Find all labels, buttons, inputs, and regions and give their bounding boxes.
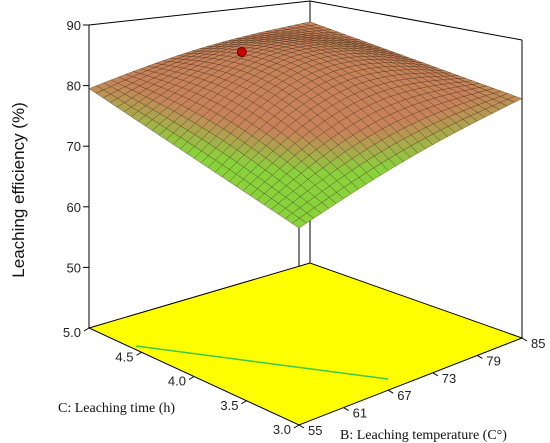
y-tick-label: 4.5: [115, 349, 133, 364]
y-tick-mark: [83, 327, 90, 332]
y-tick-label: 5.0: [63, 325, 81, 340]
x-tick-mark: [387, 389, 394, 394]
z-axis: 90 80 70 60 50: [67, 18, 89, 275]
x-tick-label: 79: [486, 353, 500, 368]
x-axis-ticks: 55 61 67 73 79 85: [298, 336, 545, 438]
y-tick-label: 3.0: [273, 422, 291, 437]
y-tick-mark: [136, 351, 142, 356]
surface-cell: [301, 21, 319, 26]
y-tick-label: 3.5: [220, 398, 238, 413]
y-axis-ticks: 3.0 3.5 4.0 4.5 5.0: [63, 325, 300, 437]
response-surface: [88, 21, 523, 229]
x-tick-mark: [298, 424, 305, 429]
floor-contour-line: [135, 345, 389, 380]
x-tick-label: 67: [397, 388, 411, 403]
x-tick-mark: [432, 372, 439, 377]
x-tick-mark: [477, 354, 483, 359]
z-tick-label: 80: [67, 79, 81, 94]
z-tick-label: 70: [67, 139, 81, 154]
x-tick-label: 55: [308, 423, 322, 438]
x-axis-title: B: Leaching temperature (C°): [340, 428, 507, 443]
z-tick-label: 50: [67, 260, 81, 275]
z-axis-title: Leaching efficiency (%): [9, 102, 28, 277]
x-tick-mark: [343, 407, 349, 412]
y-tick-mark: [188, 376, 195, 380]
y-tick-label: 4.0: [168, 374, 186, 389]
y-axis: 3.0 3.5 4.0 4.5 5.0: [63, 325, 300, 437]
x-axis: 55 61 67 73 79 85: [298, 336, 545, 438]
z-tick-label: 60: [67, 200, 81, 215]
x-tick-label: 61: [353, 406, 367, 421]
design-point-marker: [236, 47, 247, 58]
y-axis-title: C: Leaching time (h): [58, 401, 175, 416]
y-tick-mark: [293, 424, 300, 429]
z-tick-label: 90: [67, 18, 81, 33]
y-tick-mark: [241, 400, 247, 405]
x-tick-label: 85: [531, 336, 545, 351]
x-tick-label: 73: [442, 371, 456, 386]
x-tick-mark: [521, 337, 528, 342]
z-axis-ticks: 90 80 70 60 50: [67, 18, 89, 275]
